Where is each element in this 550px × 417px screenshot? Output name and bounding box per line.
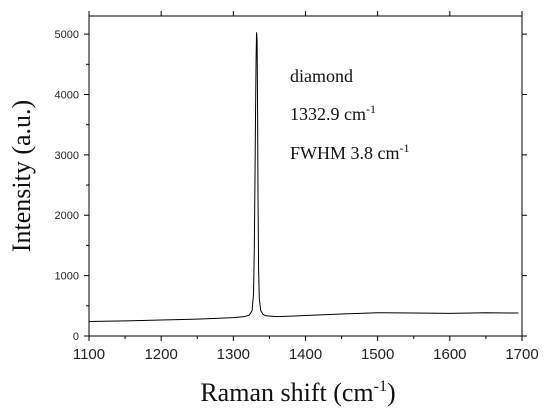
x-tick-label: 1300 (217, 346, 250, 363)
y-axis-title: Intensity (a.u.) (7, 100, 36, 252)
y-tick-label: 3000 (55, 150, 79, 162)
y-tick-label: 0 (73, 331, 79, 343)
x-tick-label: 1100 (73, 346, 105, 363)
x-tick-label: 1700 (505, 346, 538, 363)
annotation-diamond: diamond (290, 66, 353, 86)
x-tick-label: 1400 (289, 346, 322, 363)
x-tick-label: 1600 (433, 346, 466, 363)
series-line-raman (88, 32, 519, 323)
y-tick-label: 1000 (55, 271, 79, 283)
y-axis: 0 1000 2000 3000 4000 5000 (55, 29, 527, 343)
x-axis-title: Raman shift (cm-1) (200, 378, 395, 407)
x-axis: 1100 1200 1300 1400 1500 1600 1700 (73, 11, 539, 363)
plot-frame (88, 15, 523, 337)
annotation-fwhm: FWHM 3.8 cm-1 (290, 141, 410, 163)
y-tick-label: 2000 (55, 210, 79, 222)
y-tick-label: 4000 (55, 89, 79, 101)
x-tick-label: 1500 (361, 346, 394, 363)
y-tick-label: 5000 (55, 29, 79, 41)
x-tick-label: 1200 (144, 346, 177, 363)
annotation-peak-position: 1332.9 cm-1 (290, 102, 376, 124)
